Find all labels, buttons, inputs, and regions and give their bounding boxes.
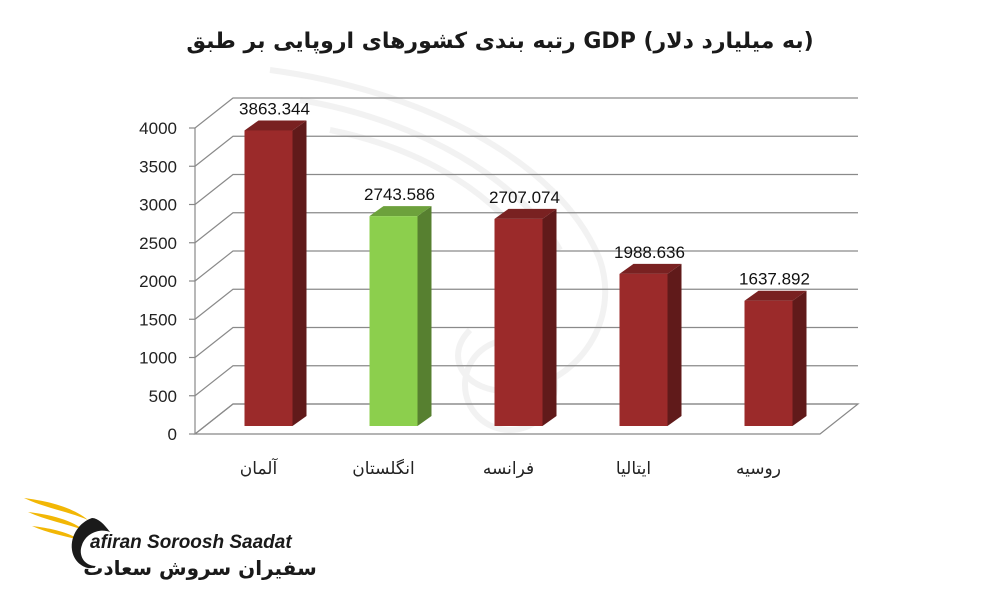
bar-front-face bbox=[744, 300, 793, 426]
bar-front-face bbox=[244, 130, 293, 427]
bar-front-face bbox=[369, 216, 418, 426]
data-label: 3863.344 bbox=[239, 99, 310, 118]
chart-title: رتبه بندی کشورهای اروپایی بر طبق GDP (به… bbox=[186, 29, 813, 54]
logo-text-en: afiran Soroosh Saadat bbox=[90, 532, 292, 553]
bar-side-face bbox=[792, 290, 807, 426]
y-tick-label: 1000 bbox=[139, 349, 177, 368]
gridline bbox=[194, 173, 858, 205]
y-tick-label: 4000 bbox=[139, 119, 177, 138]
gridline bbox=[194, 97, 858, 129]
bar-side-face bbox=[542, 208, 557, 426]
y-tick-label: 2000 bbox=[139, 272, 177, 291]
bar-top-face bbox=[619, 263, 682, 274]
gridline bbox=[194, 135, 858, 167]
bar bbox=[369, 206, 432, 426]
bar-top-face bbox=[369, 206, 432, 217]
bar bbox=[244, 120, 307, 427]
category-label: فرانسه bbox=[483, 459, 534, 479]
y-tick-label: 0 bbox=[168, 425, 177, 444]
category-label: روسیه bbox=[736, 459, 781, 479]
y-tick-label: 2500 bbox=[139, 234, 177, 253]
bar-top-face bbox=[494, 208, 557, 219]
bar-side-face bbox=[292, 120, 307, 426]
data-label: 1988.636 bbox=[614, 243, 685, 262]
gridline bbox=[194, 212, 858, 244]
bar-side-face bbox=[417, 206, 432, 426]
gridline bbox=[194, 250, 858, 282]
logo-text-fa: سفیران سروش سعادت bbox=[83, 556, 317, 580]
data-label: 2707.074 bbox=[489, 188, 560, 207]
category-label: آلمان bbox=[240, 457, 279, 479]
y-tick-label: 3000 bbox=[139, 196, 177, 215]
phoenix-wing-icon bbox=[24, 498, 110, 569]
bars-layer bbox=[244, 120, 807, 427]
bar bbox=[619, 263, 682, 426]
data-label: 1637.892 bbox=[739, 270, 810, 289]
axis-layer: 0 500 1000 1500 2000 2500 3000 3500 4000 bbox=[139, 97, 860, 444]
y-tick-label: 3500 bbox=[139, 157, 177, 176]
data-label: 2743.586 bbox=[364, 185, 435, 204]
bar bbox=[494, 208, 557, 426]
bar-front-face bbox=[494, 218, 543, 426]
category-label: انگلستان bbox=[352, 458, 414, 479]
bar bbox=[744, 290, 807, 426]
y-tick-label: 500 bbox=[149, 387, 177, 406]
category-label: ایتالیا bbox=[616, 459, 651, 479]
bar-top-face bbox=[244, 120, 307, 131]
company-logo: afiran Soroosh Saadat سفیران سروش سعادت bbox=[24, 498, 317, 580]
bar-side-face bbox=[667, 263, 682, 426]
bar-front-face bbox=[619, 273, 668, 426]
labels-layer: 3863.344 آلمان 2743.586 انگلستان 2707.074 فرا… bbox=[239, 99, 810, 479]
y-tick-label: 1500 bbox=[139, 310, 177, 329]
bar-top-face bbox=[744, 290, 807, 301]
